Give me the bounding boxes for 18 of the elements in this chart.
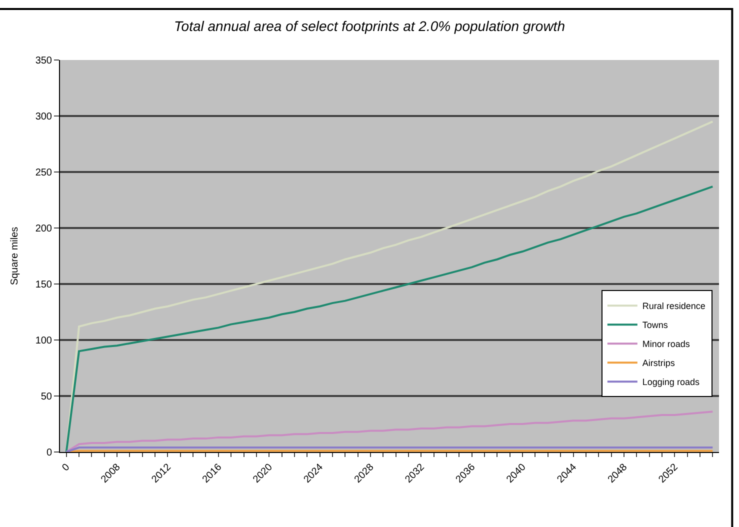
chart-title: Total annual area of select footprints at 2.0% population growth [174,18,566,34]
y-tick-label: 200 [35,224,52,234]
y-tick-label: 250 [35,168,52,178]
y-tick-label: 50 [40,392,52,402]
y-tick-label: 300 [35,112,52,122]
line-series [65,186,714,452]
y-tick-label: 0 [46,448,52,458]
x-tick-label: 0 [60,462,72,474]
legend-label: Towns [642,320,668,330]
legend-label: Rural residence [642,301,706,312]
line-series [65,410,714,452]
y-tick-label: 350 [35,56,52,66]
y-tick-label: 150 [35,280,52,290]
y-tick-label: 100 [35,336,52,346]
legend-label: Logging roads [642,377,700,388]
y-axis-title: Square miles [9,226,20,286]
legend-label: Minor roads [642,339,690,350]
legend-label: Airstrips [642,358,676,368]
